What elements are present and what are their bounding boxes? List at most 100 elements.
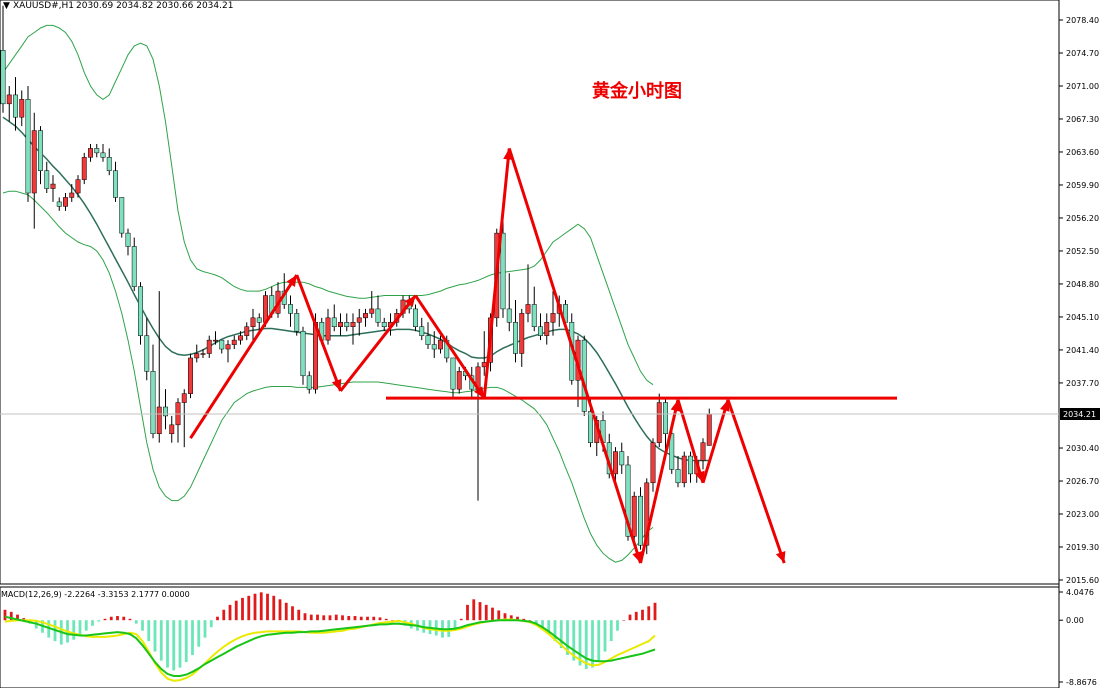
macd-histogram-bar <box>591 620 594 668</box>
macd-histogram-bar <box>9 611 13 621</box>
macd-main-line <box>4 615 656 677</box>
macd-histogram-bar <box>491 607 494 621</box>
candle-body <box>431 344 437 350</box>
macd-histogram-bar <box>122 616 126 621</box>
macd-histogram-bar <box>247 595 251 621</box>
macd-histogram-bar <box>291 606 294 621</box>
candle-body <box>113 170 118 198</box>
candle-body <box>150 371 156 435</box>
header: ▼ XAUUSD#,H1 2030.69 2034.82 2030.66 203… <box>3 1 233 11</box>
macd-histogram-bar <box>228 604 232 621</box>
price-tick-label: 2015.60 <box>1066 576 1099 585</box>
candle-body <box>288 304 293 314</box>
macd-histogram-bar <box>172 620 176 671</box>
chart-annotation: 黄金小时图 <box>592 80 682 102</box>
candle-body <box>350 322 356 328</box>
candle-body <box>700 442 706 461</box>
candle-body <box>38 130 43 171</box>
candle-body <box>375 308 381 323</box>
macd-histogram-bar <box>347 616 351 621</box>
candle-body <box>644 482 650 546</box>
candle-body <box>413 308 418 328</box>
candle-body <box>425 335 431 345</box>
macd-histogram-bar <box>559 620 563 649</box>
macd-histogram-bar <box>103 618 107 621</box>
candle-body <box>481 362 487 368</box>
trend-arrow-line <box>639 399 680 564</box>
macd-histogram-bar <box>603 620 607 652</box>
candle-body <box>631 495 637 537</box>
macd-histogram-bar <box>97 620 101 622</box>
price-tick-label: 2041.40 <box>1066 346 1099 355</box>
candle-body <box>531 304 537 328</box>
macd-histogram-bar <box>628 614 632 621</box>
macd-histogram-bar <box>359 616 363 621</box>
macd-histogram-bar <box>341 615 344 621</box>
trend-arrow-head <box>720 399 730 412</box>
macd-label: MACD(12,26,9) -2.2264 -3.3153 2.1777 0.0… <box>1 590 190 599</box>
macd-histogram-bar <box>334 614 338 621</box>
macd-histogram-bar <box>72 620 76 640</box>
candle-body <box>156 406 162 435</box>
candle-body <box>419 326 425 336</box>
macd-histogram-bar <box>578 620 582 666</box>
price-tick-label: 2023.00 <box>1066 510 1099 519</box>
macd-histogram-bar <box>84 620 88 631</box>
candle-body <box>525 304 531 314</box>
trend-arrow-line <box>482 148 511 399</box>
candle-body <box>63 197 68 207</box>
price-tick-label: 2026.70 <box>1066 477 1099 486</box>
candle-body <box>188 357 193 394</box>
macd-histogram-bar <box>241 597 244 621</box>
candle-body <box>325 317 331 341</box>
macd-histogram-bar <box>384 618 388 621</box>
candle-body <box>44 170 50 189</box>
macd-histogram-bar <box>141 620 144 631</box>
candle-body <box>250 317 256 328</box>
candle-body <box>13 94 18 118</box>
macd-histogram-bar <box>284 602 288 621</box>
trend-arrow-line <box>339 294 417 392</box>
candle-body <box>344 322 350 328</box>
macd-signal-line <box>4 618 656 682</box>
candle-body <box>506 308 512 323</box>
candle-body <box>75 179 81 194</box>
trend-arrow-line <box>189 274 299 440</box>
macd-tick-label: 0.00 <box>1066 616 1084 625</box>
candle-body <box>50 183 56 189</box>
macd-histogram-bar <box>453 620 457 631</box>
price-tick-label: 2019.30 <box>1066 543 1099 552</box>
trend-arrow-head <box>695 470 705 483</box>
macd-histogram-bar <box>634 611 638 621</box>
macd-histogram-bar <box>266 593 269 621</box>
candle-body <box>650 442 656 484</box>
bollinger-upper <box>2 24 654 386</box>
candle-body <box>688 455 693 475</box>
macd-histogram-bar <box>16 614 19 621</box>
trend-arrow-head <box>286 275 297 287</box>
macd-histogram-bar <box>653 602 657 621</box>
candle-body <box>500 232 506 310</box>
macd-histogram-bar <box>597 620 601 663</box>
price-tick-label: 2078.40 <box>1066 16 1099 25</box>
macd-histogram-bar <box>322 615 326 621</box>
moving-average <box>2 116 710 462</box>
candle-body <box>200 353 206 355</box>
candle-body <box>0 50 6 105</box>
candle-body <box>6 94 12 105</box>
candle-body <box>69 192 75 198</box>
macd-histogram-bar <box>378 617 382 621</box>
candle-body <box>194 353 200 359</box>
macd-histogram-bar <box>509 615 513 621</box>
macd-histogram-bar <box>191 620 194 656</box>
candle-body <box>231 339 237 345</box>
candle-body <box>88 148 93 158</box>
macd-histogram-bar <box>522 618 526 621</box>
candle-body <box>225 344 231 350</box>
macd-histogram-bar <box>572 620 576 661</box>
bollinger-bands <box>2 24 710 563</box>
macd-histogram-bar <box>328 615 332 621</box>
macd-histogram-bar <box>297 609 301 621</box>
